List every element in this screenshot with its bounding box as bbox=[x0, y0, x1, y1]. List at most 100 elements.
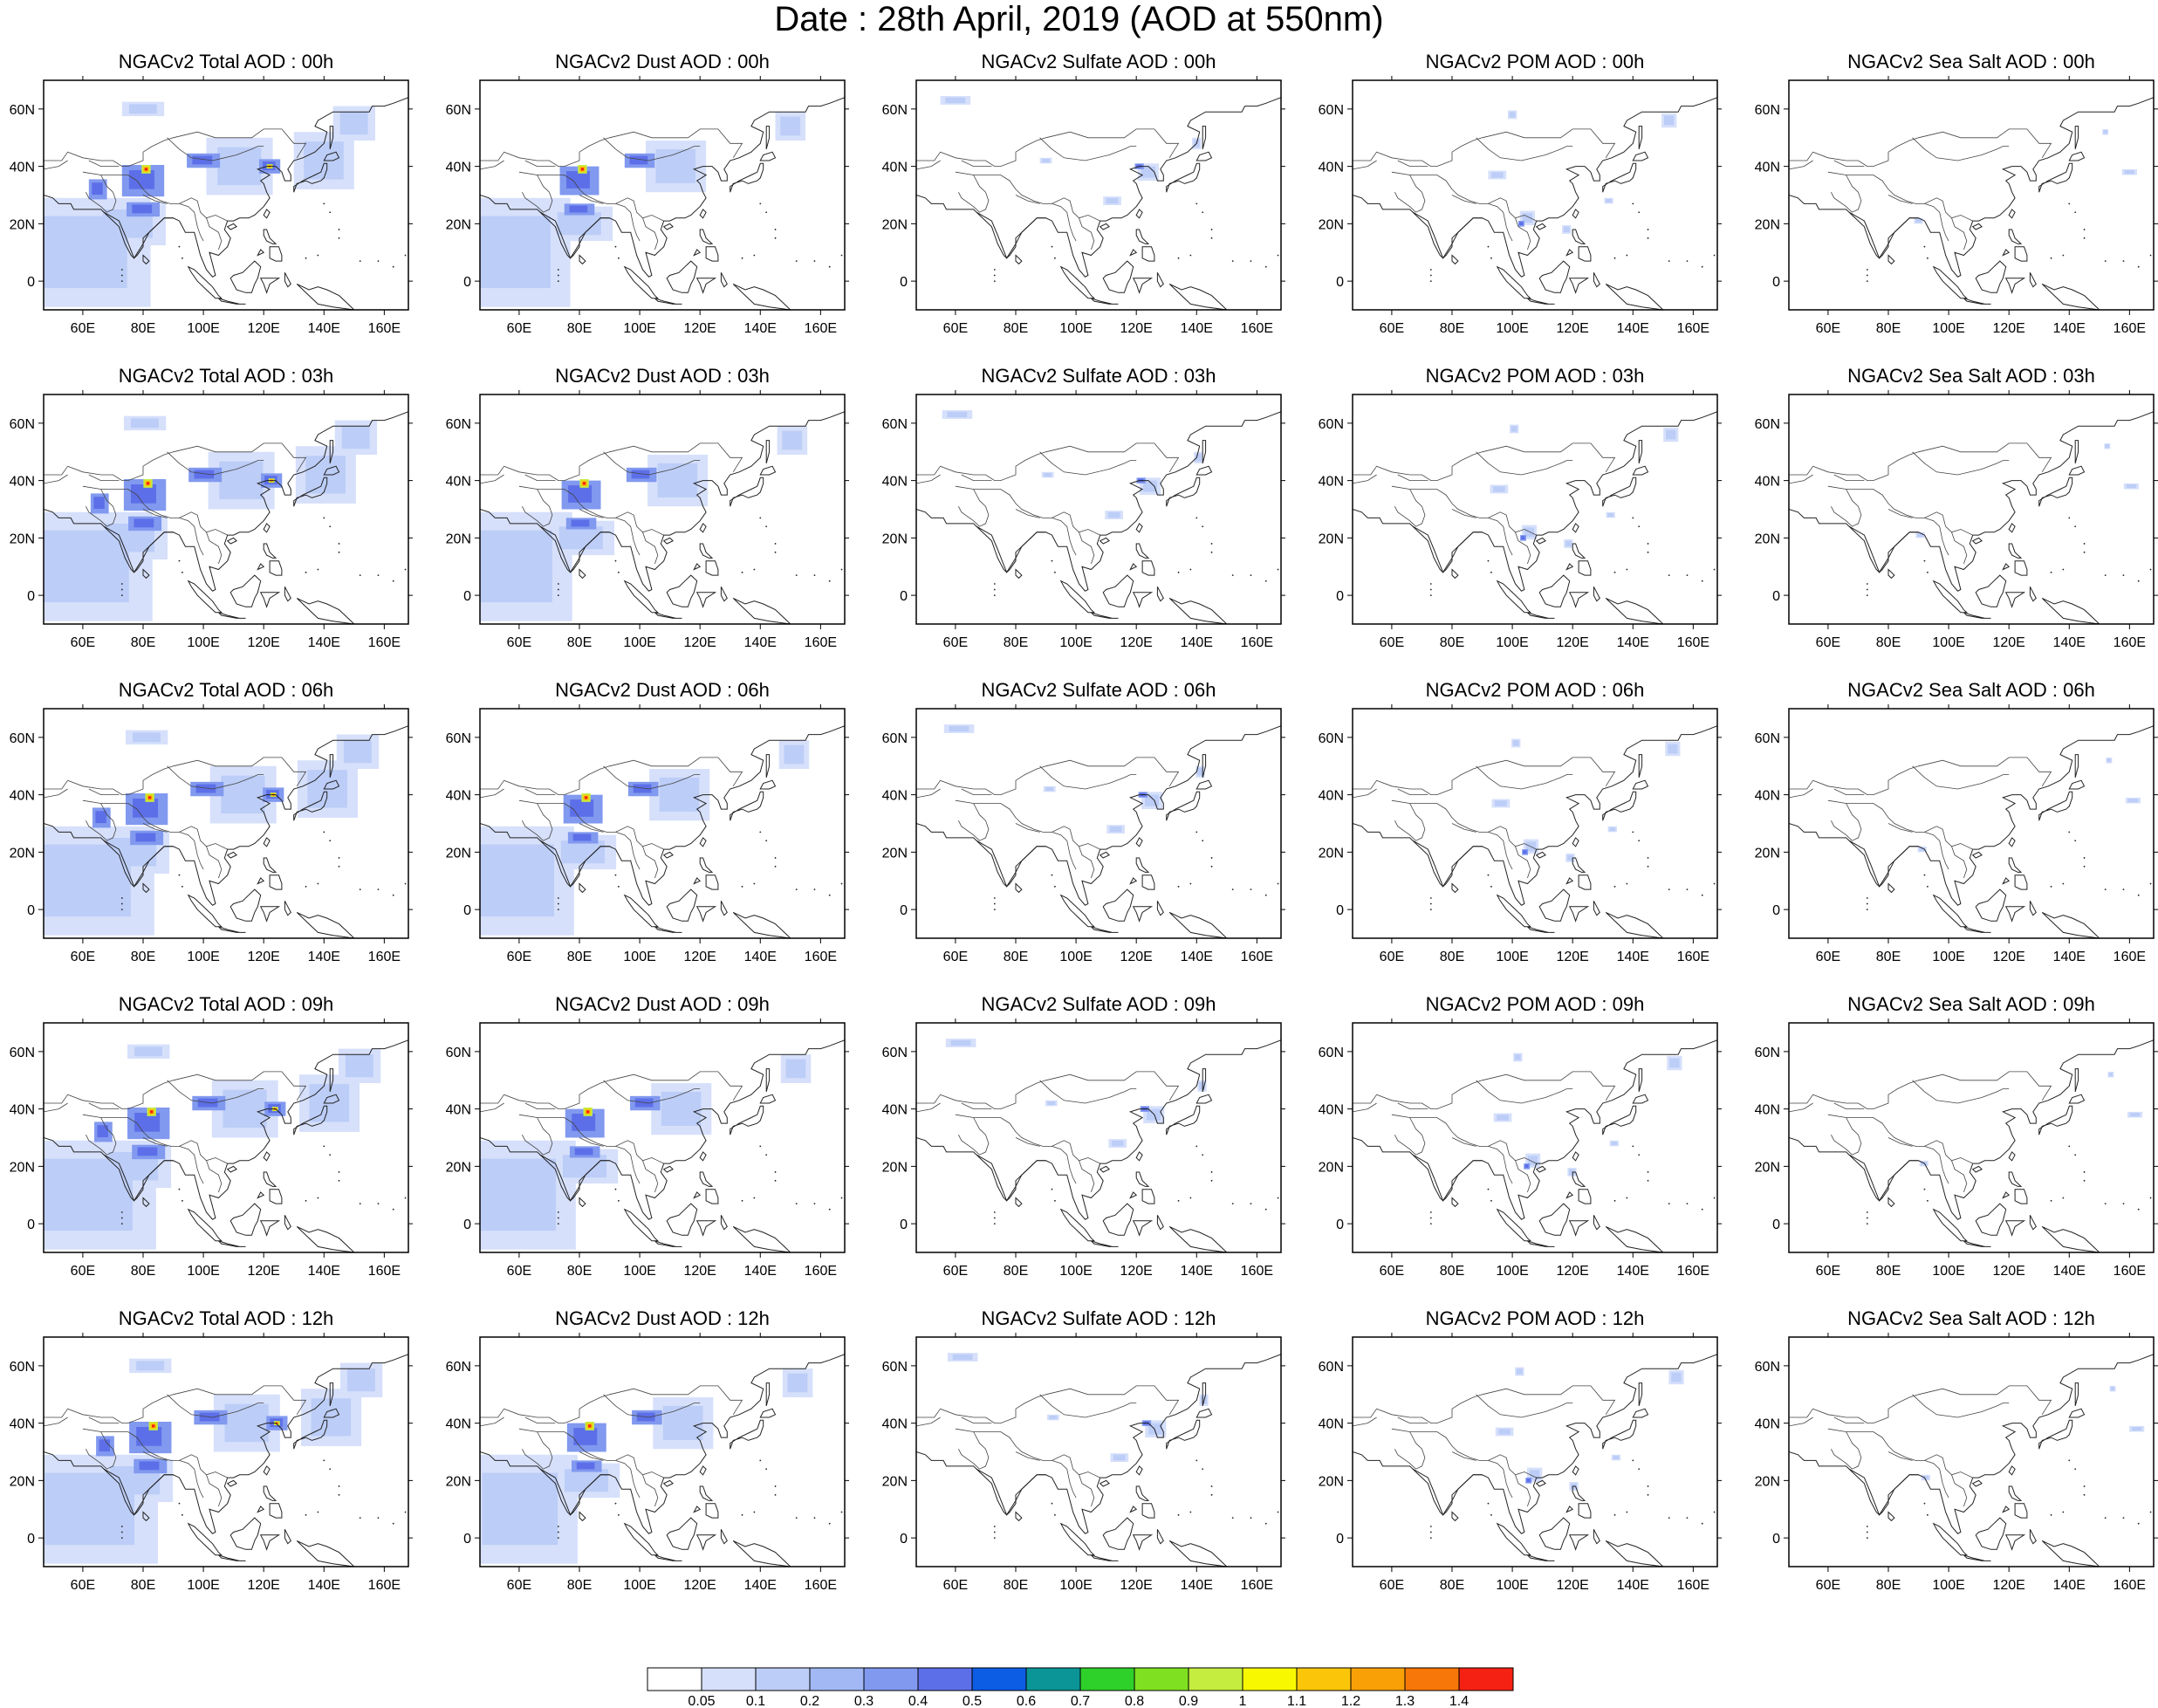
country-border bbox=[1391, 485, 1537, 536]
island bbox=[813, 260, 816, 263]
island bbox=[1451, 254, 1459, 265]
country-border bbox=[1833, 1416, 1865, 1423]
island bbox=[730, 1105, 764, 1135]
lon-tick-label: 80E bbox=[1440, 950, 1464, 964]
lon-tick-label: 60E bbox=[1380, 950, 1404, 964]
island bbox=[1490, 1199, 1492, 1202]
island bbox=[1647, 1179, 1649, 1182]
country-border bbox=[524, 1102, 556, 1109]
island bbox=[1264, 1208, 1267, 1211]
island bbox=[705, 560, 719, 576]
country-border bbox=[955, 485, 1100, 536]
country-border bbox=[916, 1416, 941, 1427]
lon-tick-label: 60E bbox=[1380, 321, 1404, 336]
country-border bbox=[1451, 195, 1476, 204]
map-border bbox=[479, 394, 846, 625]
island bbox=[1593, 1529, 1600, 1545]
colorbar-label: 0.3 bbox=[854, 1694, 873, 1706]
island bbox=[1156, 1529, 1164, 1545]
map-border bbox=[1352, 394, 1718, 625]
island bbox=[720, 272, 728, 288]
island bbox=[759, 831, 762, 833]
island bbox=[293, 1419, 328, 1450]
island bbox=[218, 1240, 246, 1247]
island bbox=[1091, 612, 1119, 619]
country-border bbox=[524, 474, 556, 481]
coastline bbox=[44, 97, 408, 278]
island bbox=[753, 1511, 756, 1513]
map-panel-sulfate-4: NGACv2 Sulfate AOD : 12h 60E 80E 100E 120E 14… bbox=[882, 1307, 1285, 1593]
island bbox=[557, 1217, 559, 1219]
island bbox=[2122, 1203, 2125, 1205]
island bbox=[1429, 280, 1432, 283]
lon-tick-label: 160E bbox=[1241, 950, 1273, 964]
island bbox=[1059, 894, 1096, 928]
aod-field-light bbox=[1563, 226, 1570, 233]
panel-title: NGACv2 Total AOD : 00h bbox=[118, 51, 334, 72]
island bbox=[329, 754, 334, 779]
island bbox=[1527, 298, 1555, 305]
island bbox=[323, 1145, 325, 1148]
country-border bbox=[44, 442, 307, 481]
island bbox=[1632, 1145, 1634, 1148]
island bbox=[1866, 594, 1868, 597]
aod-field-light bbox=[782, 430, 803, 450]
aod-field-light bbox=[784, 744, 805, 765]
island bbox=[662, 1165, 674, 1173]
aod-field-light bbox=[343, 740, 372, 764]
island bbox=[2029, 901, 2037, 916]
island bbox=[1054, 257, 1056, 259]
lon-tick-label: 140E bbox=[308, 635, 340, 650]
panel-title: NGACv2 Total AOD : 06h bbox=[118, 679, 334, 701]
island bbox=[1866, 274, 1868, 277]
lon-tick-label: 160E bbox=[1677, 321, 1709, 336]
country-border bbox=[916, 128, 1180, 167]
island bbox=[654, 612, 682, 619]
island bbox=[269, 246, 283, 262]
island bbox=[120, 1531, 123, 1533]
lat-tick-label: 0 bbox=[27, 1532, 35, 1547]
map-area bbox=[1353, 97, 1717, 310]
island bbox=[1250, 1517, 1252, 1519]
island bbox=[2074, 1068, 2079, 1093]
colorbar-label: 0.4 bbox=[908, 1694, 928, 1706]
country-border bbox=[955, 1114, 1100, 1164]
island bbox=[1538, 1517, 1571, 1550]
aod-field-light bbox=[341, 426, 370, 449]
island bbox=[1578, 1503, 1592, 1519]
lat-tick-label: 20N bbox=[10, 1474, 35, 1489]
country-border bbox=[518, 799, 664, 850]
island bbox=[828, 580, 831, 582]
map-panel-seasalt-1: NGACv2 Sea Salt AOD : 03h 60E 80E 100E 120E 1… bbox=[1755, 364, 2158, 650]
country-border bbox=[916, 1071, 1180, 1109]
panel-title: NGACv2 POM AOD : 00h bbox=[1425, 51, 1645, 72]
island bbox=[1613, 885, 1616, 888]
island bbox=[338, 551, 340, 553]
island bbox=[1647, 551, 1649, 553]
country-border bbox=[916, 442, 1180, 481]
island bbox=[1054, 885, 1056, 888]
aod-field-light bbox=[1668, 744, 1678, 754]
lat-tick-label: 40N bbox=[446, 1417, 471, 1432]
island bbox=[1168, 1540, 1228, 1567]
lon-tick-label: 160E bbox=[805, 1578, 837, 1593]
lon-tick-label: 120E bbox=[683, 635, 716, 650]
lat-tick-label: 40N bbox=[1319, 789, 1344, 804]
island bbox=[705, 1503, 719, 1519]
island bbox=[1059, 580, 1096, 614]
map-area bbox=[480, 1039, 845, 1252]
lon-tick-label: 140E bbox=[744, 635, 777, 650]
country-border bbox=[82, 171, 228, 222]
lat-tick-label: 60N bbox=[10, 1046, 35, 1060]
island bbox=[693, 563, 702, 571]
island bbox=[1059, 1208, 1096, 1242]
island bbox=[1638, 211, 1641, 214]
island bbox=[1166, 477, 1201, 507]
lat-tick-label: 40N bbox=[446, 475, 471, 490]
lon-tick-label: 120E bbox=[247, 321, 279, 336]
island bbox=[840, 1511, 843, 1513]
